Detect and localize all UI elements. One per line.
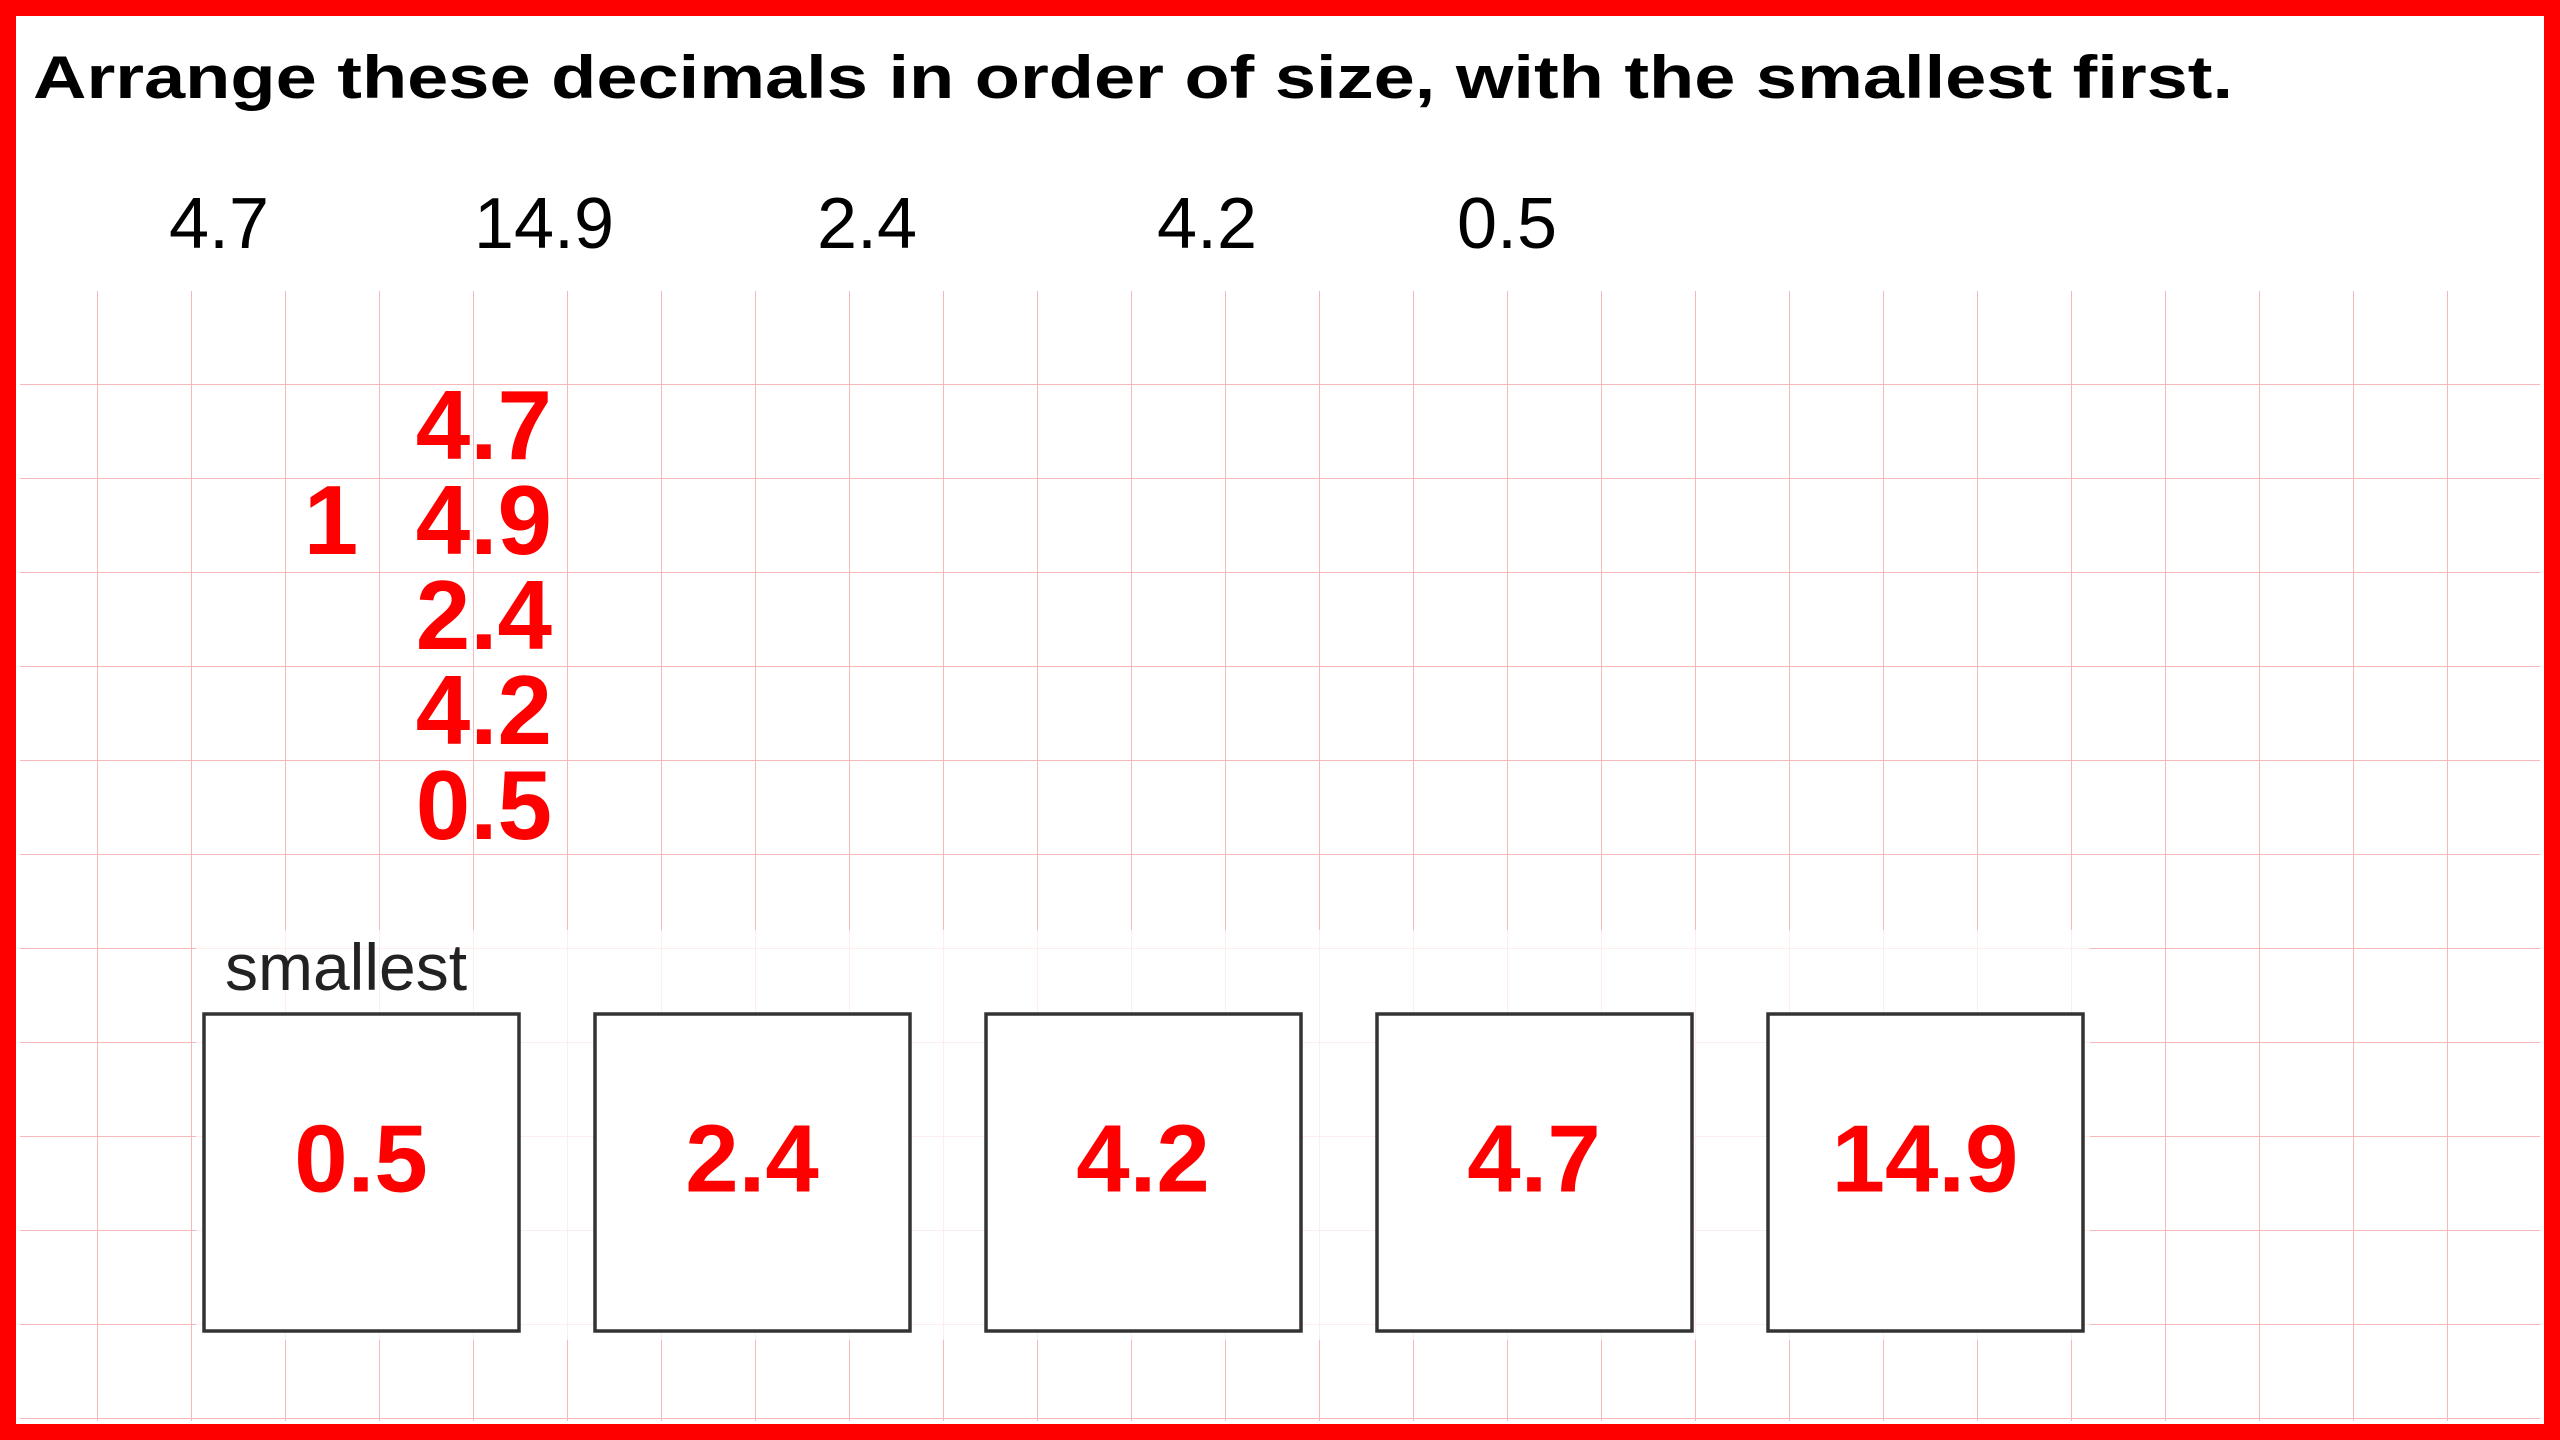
numbers: 4.7 14.9 2.4 4.2 0.5 — [169, 184, 1557, 264]
number: 4.7 — [169, 184, 269, 264]
number: 4.2 — [1157, 184, 1257, 264]
column-units: 2.4 — [416, 560, 552, 670]
answer-value: 2.4 — [685, 1105, 818, 1212]
answer-value: 4.2 — [1076, 1105, 1209, 1212]
column-units: 4.9 — [416, 465, 552, 575]
answer-value: 0.5 — [294, 1105, 427, 1212]
column-tens: 1 — [304, 465, 359, 575]
column-units: 4.2 — [416, 655, 552, 765]
answer-box — [593, 1012, 912, 1333]
column-units: 0.5 — [416, 750, 552, 860]
number: 0.5 — [1457, 184, 1557, 264]
title: Arrange these decimals in order of size,… — [33, 44, 2233, 111]
answer-box — [1766, 1012, 2085, 1333]
smallest-label: smallest — [225, 930, 467, 1004]
answer-value: 14.9 — [1832, 1105, 2019, 1212]
answer-value: 4.7 — [1467, 1105, 1600, 1212]
answer-box — [1375, 1012, 1694, 1333]
aligned-column: 4.74.9 1 2.44.20.5 — [304, 370, 552, 860]
answer-boxes: 0.5 2.4 4.2 4.7 14.9 — [202, 1012, 2085, 1333]
column-units: 4.7 — [416, 370, 552, 480]
number: 2.4 — [817, 184, 917, 264]
number: 14.9 — [474, 184, 614, 264]
answer-box — [984, 1012, 1303, 1333]
answer-box — [202, 1012, 521, 1333]
